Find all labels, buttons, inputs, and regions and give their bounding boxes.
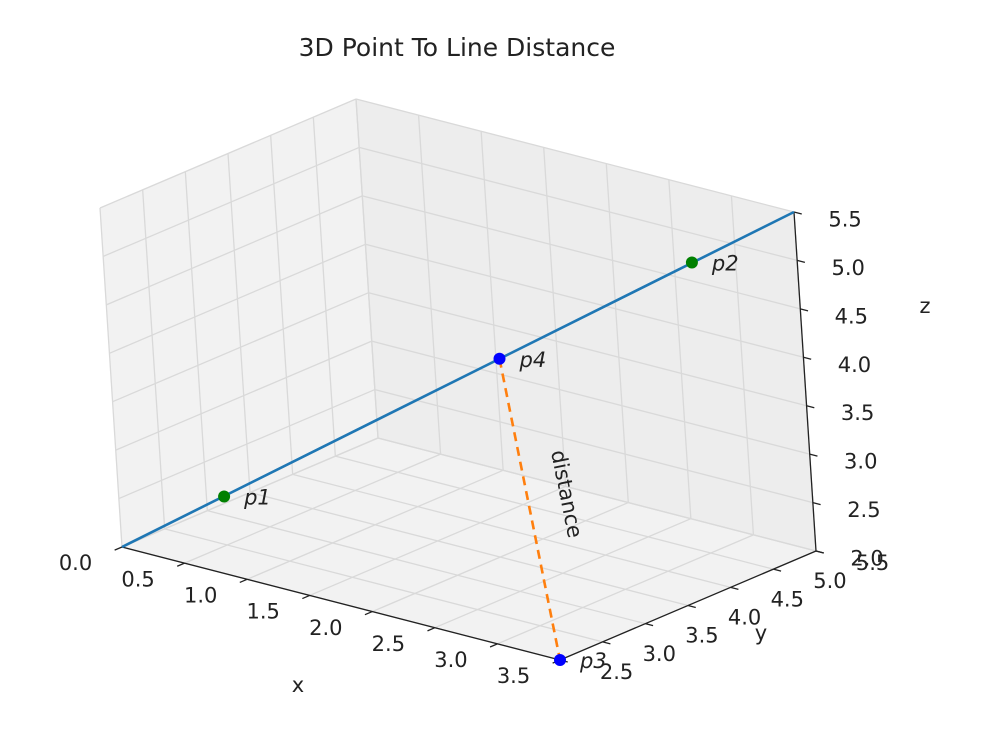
x-tick (302, 594, 310, 600)
back-gridline-x (730, 195, 755, 535)
z-tick-label: 3.5 (841, 401, 874, 425)
x-tick (489, 643, 498, 648)
floor-gridline-y (207, 510, 646, 625)
z-tick-label: 4.0 (838, 353, 871, 377)
point-p2 (685, 256, 698, 269)
z-tick (815, 550, 824, 554)
point-label-p3: p3 (579, 649, 607, 673)
z-tick (800, 308, 809, 312)
z-tick (793, 211, 802, 215)
floor-gridline-y (335, 455, 774, 570)
y-tick-label: 4.0 (728, 605, 761, 629)
z-tick (796, 259, 806, 264)
tick-labels: 0.0 0.5 1.0 1.5 2.0 2.5 3.0 3.5 2.5 3.0 3.5 4.0 4.5 5… (59, 207, 889, 688)
point-p3 (554, 654, 566, 666)
left-gridline-y (270, 135, 294, 475)
z-tick (812, 501, 821, 506)
left-gridline-z (118, 388, 376, 500)
back-gridline-z (368, 292, 807, 407)
z-tick (803, 356, 812, 360)
line-through-p1-p2 (121, 210, 795, 549)
y-tick-label: 5.5 (856, 551, 889, 575)
left-gridline-z (109, 243, 366, 354)
y-tick (602, 641, 611, 645)
x-tick-label: 1.0 (184, 584, 217, 608)
left-gridline-y (184, 171, 208, 511)
back-gridline-x (543, 147, 567, 487)
y-tick-label: 3.5 (685, 624, 718, 648)
point-label-p1: p1 (243, 486, 271, 510)
back-gridline-z (365, 243, 804, 358)
left-gridline-z (102, 146, 360, 258)
x-axis-label: x (292, 673, 304, 697)
tick-marks (114, 211, 824, 664)
y-tick-label: 2.5 (600, 660, 633, 684)
point-label-p2: p2 (711, 251, 739, 275)
back-gridline-z (355, 98, 795, 213)
x-tick-label: 2.0 (309, 616, 342, 640)
z-tick (809, 453, 818, 457)
back-gridline-x (355, 98, 379, 439)
back-gridline-z (374, 388, 814, 504)
y-tick (645, 623, 654, 627)
left-gridline-z (115, 340, 372, 451)
back-gridline-x (605, 163, 629, 503)
z-tick-label: 2.0 (850, 546, 883, 570)
x-tick-label: 0.5 (121, 567, 154, 591)
point-p1 (218, 490, 231, 503)
z-tick-label: 2.5 (847, 498, 880, 522)
x-axis-line (121, 546, 561, 661)
chart-title: 3D Point To Line Distance (299, 33, 616, 62)
distance-segment (498, 358, 562, 661)
y-tick-label: 5.0 (813, 569, 846, 593)
point-label-p4: p4 (519, 348, 547, 372)
left-gridline-y (99, 207, 123, 548)
x-tick-label: 0.0 (59, 551, 92, 575)
z-tick-label: 5.5 (828, 207, 861, 231)
left-gridline-z (121, 437, 379, 548)
floor-gridline-y (164, 528, 603, 643)
y-axis-label: y (755, 621, 767, 645)
x-tick-label: 2.5 (372, 632, 405, 656)
left-gridline-y (142, 189, 166, 529)
back-gridline-x (480, 131, 504, 471)
y-tick-label: 4.5 (771, 587, 804, 611)
z-tick-label: 4.5 (835, 304, 868, 328)
x-tick-label: 3.0 (434, 648, 467, 672)
floor-gridline-y (292, 473, 731, 588)
left-gridline-z (99, 98, 357, 209)
y-tick (730, 586, 739, 590)
back-gridline-z (358, 146, 798, 262)
left-gridline-z (106, 195, 363, 306)
x-tick (114, 546, 123, 551)
x-tick (364, 610, 373, 616)
z-axis-line (793, 211, 817, 552)
z-tick-label: 3.0 (844, 450, 877, 474)
point-p4 (493, 352, 506, 365)
x-tick-label: 3.5 (497, 664, 530, 688)
z-axis-label: z (919, 294, 930, 318)
left-gridline-y (227, 153, 251, 493)
back-gridline-x (668, 179, 692, 519)
z-tick (806, 405, 815, 409)
x-tick (427, 627, 436, 632)
back-gridline-x (417, 115, 442, 455)
x-tick (239, 578, 248, 584)
back-gridline-z (362, 195, 801, 310)
back-pane (356, 99, 816, 551)
y-tick (687, 604, 696, 609)
x-tick (176, 562, 185, 567)
back-gridline-z (377, 437, 817, 552)
left-gridline-y (312, 117, 336, 457)
y-tick-label: 3.0 (643, 642, 676, 666)
z-tick-label: 5.0 (831, 256, 864, 280)
left-gridline-z (112, 292, 369, 403)
x-tick-label: 1.5 (247, 600, 280, 624)
y-tick (773, 568, 782, 572)
back-gridline-z (371, 340, 810, 455)
floor-gridline-y (249, 491, 689, 607)
